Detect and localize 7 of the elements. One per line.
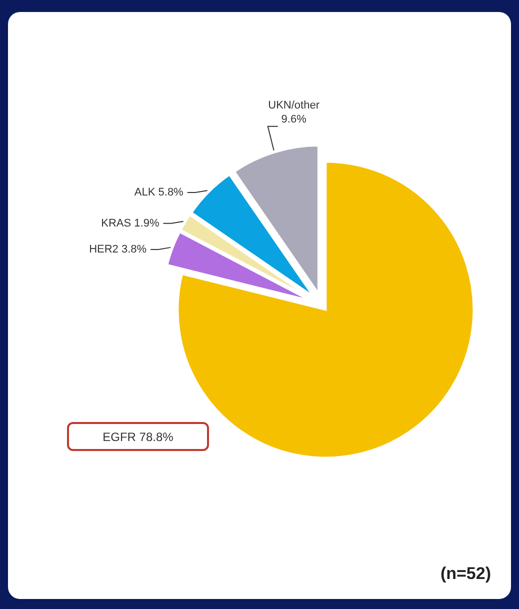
data-label: 9.6% <box>281 113 307 126</box>
slice-label: ALK 5.8% <box>134 186 184 199</box>
text: (n=52) <box>440 564 491 583</box>
slice-label: EGFR 78.8% <box>102 430 174 444</box>
slice-label: KRAS 1.9% <box>101 217 160 230</box>
slice-label: UKN/other <box>268 99 320 112</box>
slice-label: HER2 3.8% <box>89 243 147 256</box>
